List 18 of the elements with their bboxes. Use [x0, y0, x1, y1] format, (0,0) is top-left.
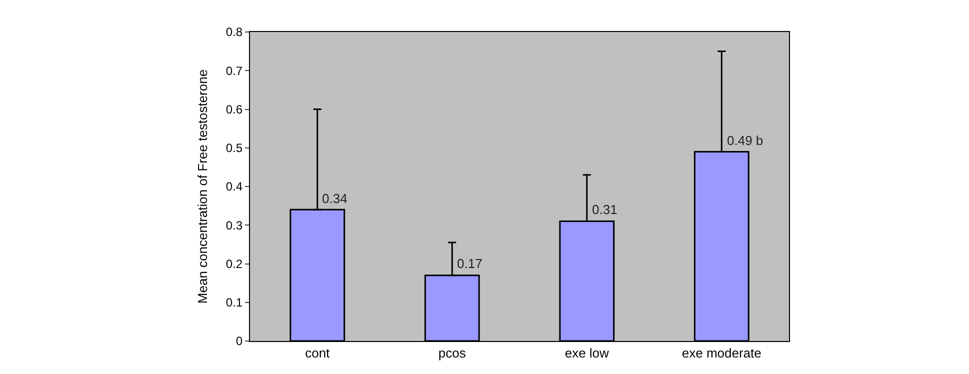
y-axis-title: Mean concentration of Free testosterone	[194, 69, 210, 304]
y-tick-label: 0.1	[226, 296, 243, 310]
y-tick-label: 0.6	[226, 102, 243, 116]
data-label: 0.49 b	[727, 133, 764, 148]
y-tick-label: 0.7	[226, 64, 243, 78]
y-tick-label: 0.4	[226, 180, 243, 194]
x-tick-label: cont	[305, 346, 330, 361]
y-tick-label: 0	[236, 334, 243, 348]
x-tick-label: pcos	[438, 346, 466, 361]
data-label: 0.31	[592, 202, 618, 217]
y-tick-label: 0.8	[226, 25, 243, 40]
data-label: 0.17	[457, 256, 482, 271]
x-tick-label: exe moderate	[682, 346, 762, 361]
y-tick-label: 0.2	[226, 256, 243, 271]
y-tick-label: 0.3	[226, 218, 243, 232]
x-tick-label: exe low	[564, 346, 610, 361]
data-label: 0.34	[322, 191, 348, 206]
y-tick-label: 0.5	[226, 141, 243, 156]
